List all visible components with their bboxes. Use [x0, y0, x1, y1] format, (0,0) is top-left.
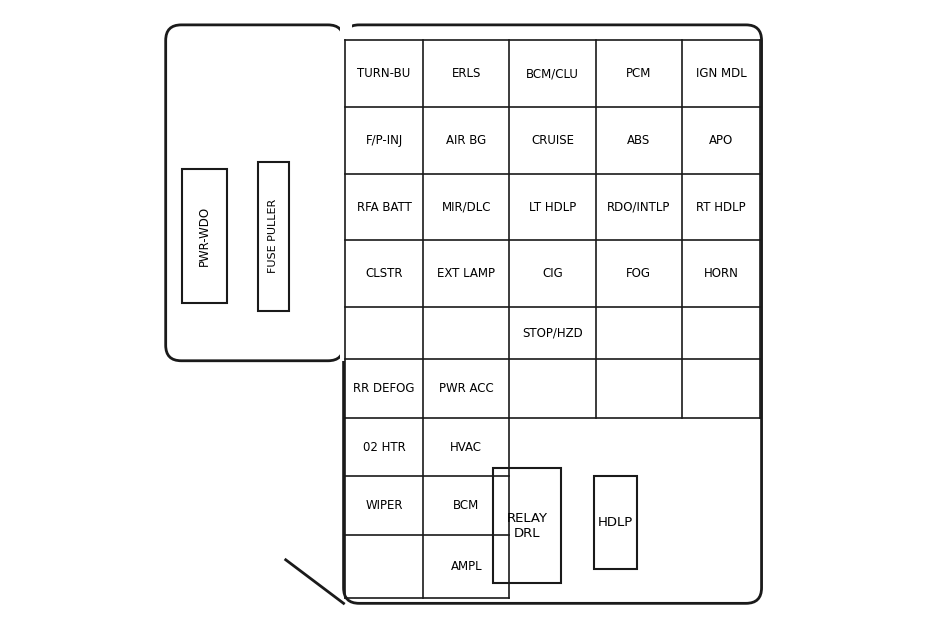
FancyBboxPatch shape [344, 25, 761, 603]
Text: HORN: HORN [704, 267, 739, 281]
Text: TURN-BU: TURN-BU [357, 67, 410, 80]
Text: ERLS: ERLS [452, 67, 481, 80]
Text: BCM/CLU: BCM/CLU [526, 67, 579, 80]
Text: F/P-INJ: F/P-INJ [366, 134, 403, 147]
Bar [182, 169, 227, 304]
Text: MIR/DLC: MIR/DLC [442, 200, 491, 213]
Text: ABS: ABS [627, 134, 650, 147]
Text: STOP/HZD: STOP/HZD [522, 327, 583, 340]
FancyBboxPatch shape [166, 25, 344, 361]
Text: PWR ACC: PWR ACC [439, 382, 494, 395]
Text: PWR-WDO: PWR-WDO [198, 207, 211, 266]
Text: EXT LAMP: EXT LAMP [437, 267, 495, 281]
Text: APO: APO [709, 134, 733, 147]
Text: LT HDLP: LT HDLP [529, 200, 576, 213]
Text: HDLP: HDLP [598, 516, 633, 529]
Text: WIPER: WIPER [365, 499, 403, 512]
Text: RR DEFOG: RR DEFOG [353, 382, 415, 395]
Text: FUSE PULLER: FUSE PULLER [269, 199, 279, 274]
Text: RDO/INTLP: RDO/INTLP [607, 200, 670, 213]
Text: AIR BG: AIR BG [446, 134, 486, 147]
Text: FOG: FOG [626, 267, 651, 281]
Text: CRUISE: CRUISE [532, 134, 574, 147]
Bar [594, 476, 636, 569]
Bar [494, 468, 560, 583]
Text: CLSTR: CLSTR [365, 267, 403, 281]
Text: PCM: PCM [626, 67, 652, 80]
Text: BCM: BCM [453, 499, 480, 512]
Text: IGN MDL: IGN MDL [695, 67, 746, 80]
Text: HVAC: HVAC [450, 440, 482, 453]
Text: CIG: CIG [543, 267, 563, 281]
Text: RFA BATT: RFA BATT [357, 200, 411, 213]
Text: RELAY
DRL: RELAY DRL [507, 511, 547, 540]
Bar [257, 162, 289, 311]
Text: 02 HTR: 02 HTR [363, 440, 406, 453]
Bar [341, 19, 352, 361]
Text: AMPL: AMPL [451, 560, 482, 573]
Text: RT HDLP: RT HDLP [696, 200, 746, 213]
